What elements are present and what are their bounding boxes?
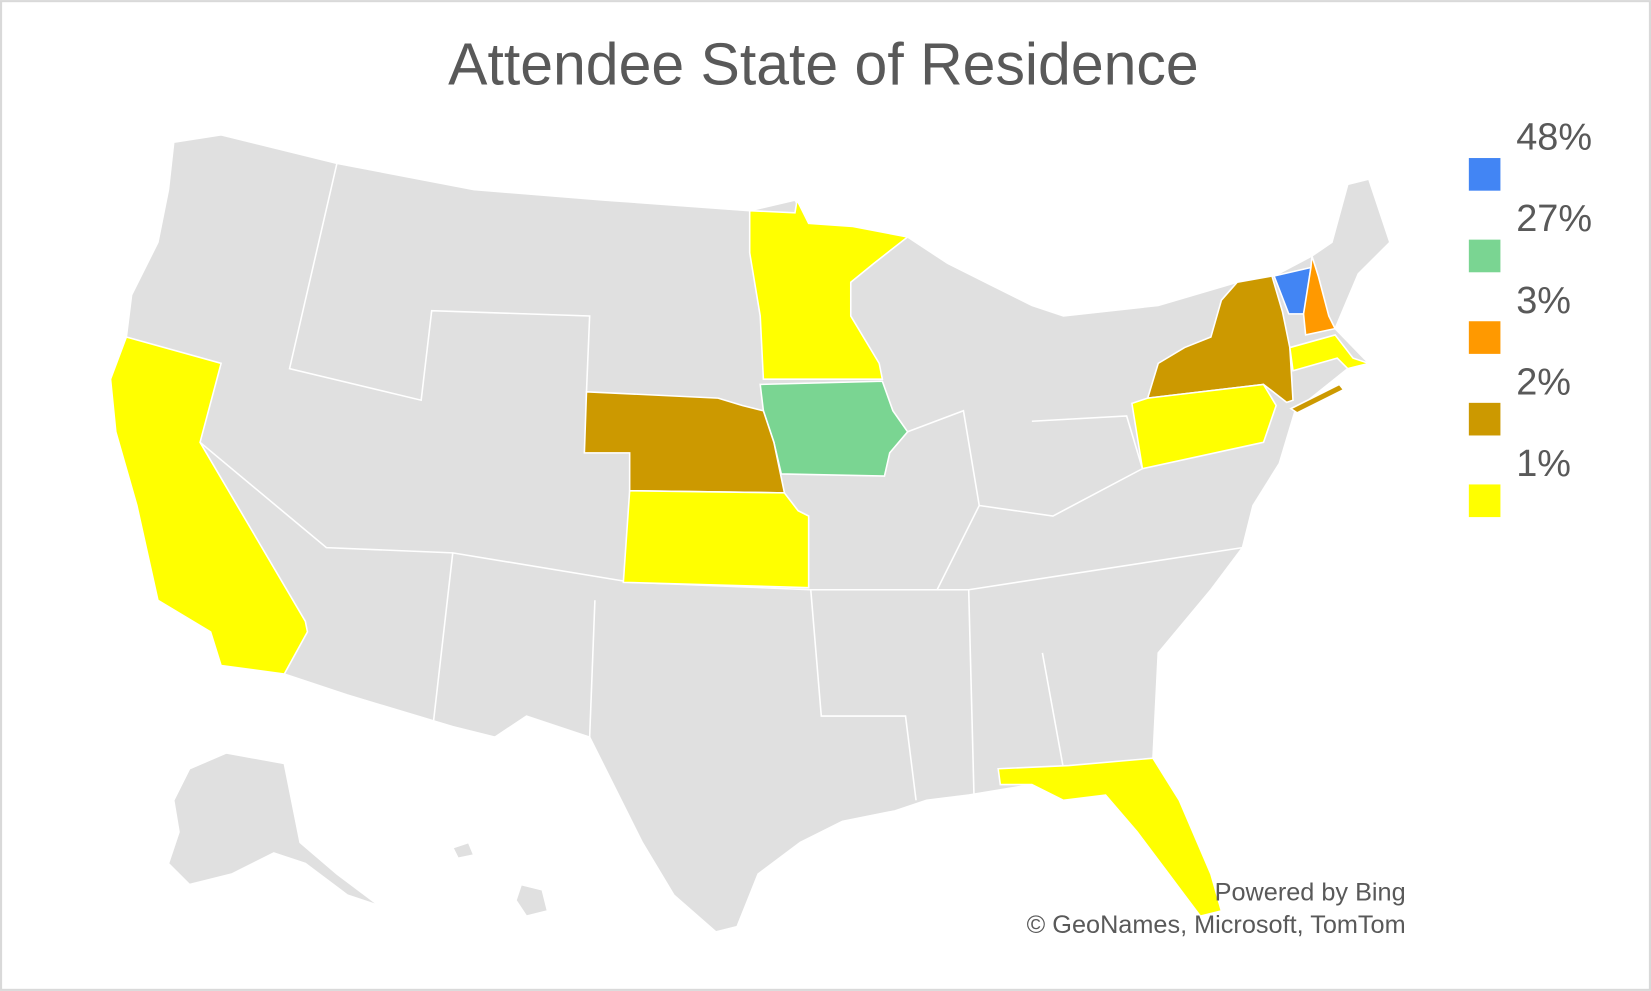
legend-label: 1% xyxy=(1516,443,1571,485)
hawaii xyxy=(515,883,549,918)
state-region xyxy=(583,390,786,494)
legend-swatch xyxy=(1468,402,1501,436)
legend-label: 2% xyxy=(1516,361,1571,403)
chart-title: Attendee State of Residence xyxy=(448,32,1199,97)
legend-label: 27% xyxy=(1516,198,1592,240)
state-region xyxy=(109,336,309,675)
legend-label: 48% xyxy=(1516,117,1592,159)
state-region xyxy=(748,197,910,380)
state-region xyxy=(622,489,810,589)
state-borders xyxy=(288,163,591,402)
state-borders xyxy=(430,552,596,738)
legend-label: 3% xyxy=(1516,280,1571,322)
alaska xyxy=(167,752,380,907)
legend-swatch xyxy=(1468,321,1501,354)
state-borders xyxy=(967,589,975,796)
hawaii xyxy=(451,841,475,860)
state-region xyxy=(997,757,1223,918)
legend-swatch xyxy=(1468,239,1501,273)
state-region xyxy=(1302,255,1337,336)
state-borders xyxy=(809,589,917,801)
attribution: © GeoNames, Microsoft, TomTom xyxy=(1027,911,1406,939)
state-region xyxy=(1289,383,1345,414)
state-borders xyxy=(1041,652,1065,769)
state-borders xyxy=(907,409,981,591)
legend: 48% 27% 3% 2% 1% xyxy=(1468,117,1592,518)
state-region xyxy=(1131,383,1278,470)
state-region xyxy=(759,380,909,477)
state-region xyxy=(1288,334,1372,372)
attribution: Powered by Bing xyxy=(1215,878,1406,906)
legend-swatch xyxy=(1468,158,1501,191)
regions xyxy=(109,197,1372,918)
legend-swatch xyxy=(1468,484,1501,518)
